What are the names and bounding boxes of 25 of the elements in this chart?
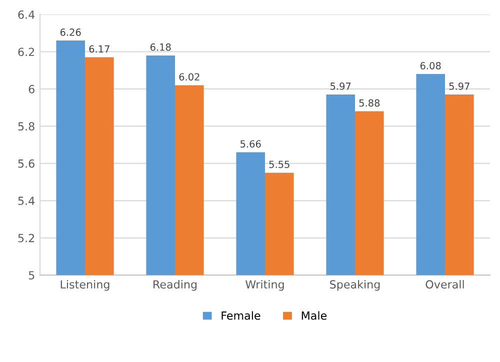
data-label: 5.97 <box>449 82 470 90</box>
x-tick-label: Overall <box>426 280 464 289</box>
data-label: 6.02 <box>179 73 200 81</box>
x-tick-label: Speaking <box>330 280 380 291</box>
x-tick-label: Listening <box>60 280 110 291</box>
data-label: 6.08 <box>420 62 441 70</box>
y-tick-label: 5.2 <box>18 234 34 242</box>
y-tick-label: 5.6 <box>18 159 34 168</box>
x-tick-label: Writing <box>246 280 284 291</box>
data-label: 5.97 <box>330 82 351 90</box>
y-tick-label: 5 <box>28 271 34 280</box>
data-label: 5.66 <box>240 140 261 148</box>
y-tick-label: 6.4 <box>18 10 35 19</box>
data-label: 6.17 <box>89 45 110 53</box>
y-tick-label: 6.2 <box>18 48 34 56</box>
legend-label: Female <box>222 311 260 320</box>
y-tick-label: 6 <box>28 84 34 94</box>
data-label: 6.18 <box>150 43 171 51</box>
y-tick-label: 5.8 <box>18 122 34 131</box>
x-tick-label: Reading <box>154 280 197 291</box>
data-label: 5.55 <box>269 160 290 168</box>
y-tick-label: 5.4 <box>18 196 35 206</box>
legend-label: Male <box>302 311 327 320</box>
data-label: 5.88 <box>359 99 380 107</box>
data-label: 6.26 <box>60 28 81 36</box>
